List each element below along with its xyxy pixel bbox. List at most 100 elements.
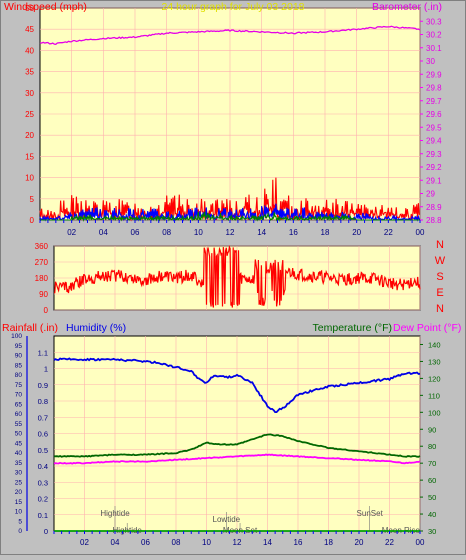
windspeed-tick-label: 50 xyxy=(25,4,34,13)
barometer-tick-label: 28.8 xyxy=(426,216,442,225)
windspeed-tick-label: 40 xyxy=(25,46,34,55)
temperature-tick-label: 40 xyxy=(428,510,436,519)
x-tick-label: 06 xyxy=(141,538,150,547)
direction-tick-label: 270 xyxy=(35,258,49,267)
windspeed-tick-label: 5 xyxy=(30,195,35,204)
humidity-tick-label: 25 xyxy=(15,479,23,486)
rainfall-tick-label: 0.1 xyxy=(38,511,48,520)
rainfall-tick-label: 0 xyxy=(44,527,48,536)
humidity-tick-label: 5 xyxy=(18,518,22,525)
x-tick-label: 20 xyxy=(352,228,361,237)
temperature-tick-label: 30 xyxy=(428,527,436,536)
barometer-tick-label: 30.1 xyxy=(426,44,442,53)
barometer-tick-label: 29 xyxy=(426,190,435,199)
x-tick-label: 00 xyxy=(416,538,425,547)
dew-point-axis-label: Dew Point (°F) xyxy=(393,322,461,334)
temperature-tick-label: 130 xyxy=(428,357,441,366)
compass-label: W xyxy=(435,255,446,267)
humidity-tick-label: 90 xyxy=(15,353,23,360)
x-tick-label: 02 xyxy=(80,538,89,547)
compass-label: E xyxy=(436,287,443,299)
series-humidity xyxy=(53,357,421,413)
temperature-tick-label: 140 xyxy=(428,340,441,349)
x-tick-label: 06 xyxy=(131,228,140,237)
temperature-tick-label: 90 xyxy=(428,425,436,434)
compass-label: N xyxy=(436,303,444,315)
barometer-tick-label: 30 xyxy=(426,57,435,66)
windspeed-tick-label: 30 xyxy=(25,89,34,98)
rainfall-tick-label: 0.2 xyxy=(38,495,48,504)
x-tick-label: 18 xyxy=(324,538,333,547)
humidity-tick-label: 55 xyxy=(15,421,23,428)
compass-label: N xyxy=(436,239,444,251)
rainfall-tick-label: 0.8 xyxy=(38,397,48,406)
barometer-tick-label: 29.7 xyxy=(426,97,442,106)
annotation-label: Hightide xyxy=(100,509,130,518)
humidity-tick-label: 50 xyxy=(15,431,23,438)
direction-tick-label: 180 xyxy=(35,274,49,283)
humidity-tick-label: 100 xyxy=(11,333,22,340)
windspeed-tick-label: 35 xyxy=(25,68,34,77)
rainfall-tick-label: 0.5 xyxy=(38,446,48,455)
x-tick-label: 18 xyxy=(321,228,330,237)
humidity-tick-label: 65 xyxy=(15,401,23,408)
humidity-tick-label: 80 xyxy=(15,372,23,379)
compass-label: S xyxy=(436,271,443,283)
direction-tick-label: 0 xyxy=(44,306,49,315)
barometer-tick-label: 30.3 xyxy=(426,17,442,26)
temperature-tick-label: 50 xyxy=(428,493,436,502)
x-tick-label: 12 xyxy=(226,228,235,237)
x-tick-label: 16 xyxy=(294,538,303,547)
humidity-temperature-ticks: 0 0.1 0.2 0.3 0.4 0.5 0.6 0.7 0.8 0.9 1 1.1 0 5 10 15 20… xyxy=(11,333,440,547)
humidity-temperature-grid xyxy=(54,336,421,532)
barometer-tick-label: 29.9 xyxy=(426,70,442,79)
x-tick-label: 22 xyxy=(385,538,394,547)
humidity-tick-label: 45 xyxy=(15,440,23,447)
x-tick-label: 14 xyxy=(263,538,272,547)
temperature-tick-label: 120 xyxy=(428,374,441,383)
direction-tick-label: 360 xyxy=(35,242,49,251)
annotation-label: SunSet xyxy=(357,509,384,518)
barometer-tick-label: 29.6 xyxy=(426,110,442,119)
barometer-tick-label: 29.4 xyxy=(426,137,442,146)
humidity-tick-label: 60 xyxy=(15,411,23,418)
x-tick-label: 08 xyxy=(162,228,171,237)
rainfall-tick-label: 1 xyxy=(44,365,48,374)
windspeed-tick-label: 15 xyxy=(25,152,34,161)
humidity-tick-label: 0 xyxy=(18,528,22,535)
humidity-axis-label: Humidity (%) xyxy=(66,322,126,334)
rainfall-tick-label: 1.1 xyxy=(38,348,48,357)
barometer-axis-label: Barometer (.in) xyxy=(372,1,442,13)
temperature-tick-label: 80 xyxy=(428,442,436,451)
rainfall-axis-label: Rainfall (.in) xyxy=(2,322,58,334)
barometer-tick-label: 29.2 xyxy=(426,163,442,172)
x-tick-label: 00 xyxy=(416,228,425,237)
humidity-tick-label: 95 xyxy=(15,343,23,350)
humidity-tick-label: 85 xyxy=(15,362,23,369)
chart-title: 24 hour graph for July 03 2018 xyxy=(161,1,304,13)
windspeed-axis-label: Windspeed (mph) xyxy=(4,1,87,13)
series-dew-point xyxy=(53,453,421,465)
temperature-tick-label: 60 xyxy=(428,476,436,485)
x-tick-label: 16 xyxy=(289,228,298,237)
wind-direction-series xyxy=(53,244,421,308)
direction-tick-label: 90 xyxy=(39,290,48,299)
wind-barometer-grid xyxy=(40,7,421,221)
humidity-tick-label: 15 xyxy=(15,499,23,506)
barometer-tick-label: 28.9 xyxy=(426,203,442,212)
humidity-tick-label: 35 xyxy=(15,460,23,467)
rainfall-tick-label: 0.3 xyxy=(38,478,48,487)
humidity-tick-label: 10 xyxy=(15,509,23,516)
x-tick-label: 04 xyxy=(99,228,108,237)
rainfall-tick-label: 0.7 xyxy=(38,413,48,422)
temperature-tick-label: 110 xyxy=(428,391,440,400)
humidity-tick-label: 70 xyxy=(15,392,23,399)
barometer-tick-label: 30.2 xyxy=(426,31,442,40)
barometer-tick-label: 29.3 xyxy=(426,150,442,159)
windspeed-tick-label: 10 xyxy=(25,174,34,183)
series-barometer xyxy=(39,25,421,45)
x-tick-label: 22 xyxy=(384,228,393,237)
humidity-tick-label: 75 xyxy=(15,382,23,389)
